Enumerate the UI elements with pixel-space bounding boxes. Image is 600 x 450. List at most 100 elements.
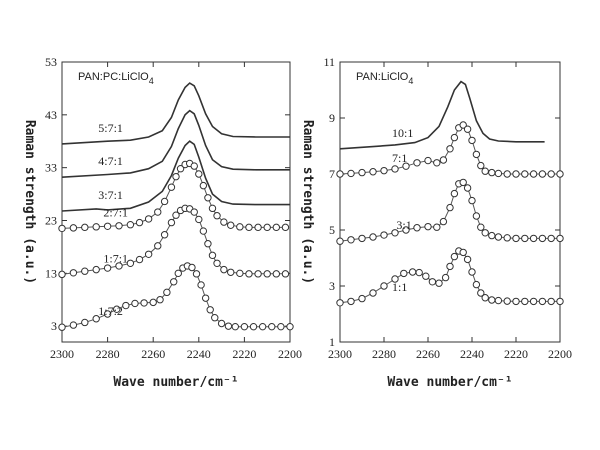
- data-point: [380, 231, 388, 239]
- data-point: [220, 218, 228, 226]
- x-tick-label: 2280: [96, 347, 120, 361]
- data-point: [521, 170, 529, 178]
- data-point: [240, 322, 249, 331]
- data-point: [190, 162, 198, 170]
- data-point: [512, 297, 520, 306]
- data-point: [402, 162, 410, 170]
- data-point: [227, 268, 235, 276]
- data-point: [503, 234, 511, 242]
- data-point: [92, 265, 100, 274]
- data-point: [488, 231, 496, 240]
- data-point: [529, 234, 538, 243]
- data-point: [503, 170, 511, 178]
- data-point: [481, 294, 489, 302]
- y-tick-label: 9: [329, 111, 335, 125]
- data-point: [547, 170, 555, 178]
- data-point: [433, 159, 441, 167]
- data-point: [441, 273, 450, 282]
- series-label: 1:1: [392, 280, 407, 294]
- data-point: [268, 322, 276, 331]
- data-point: [172, 172, 180, 181]
- data-point: [204, 194, 212, 202]
- data-point: [477, 223, 485, 231]
- data-point: [547, 297, 555, 306]
- data-point: [160, 197, 169, 206]
- x-tick-label: 2240: [187, 347, 211, 361]
- series-line: [61, 140, 290, 212]
- data-point: [433, 223, 441, 231]
- data-point: [538, 297, 547, 306]
- data-point: [135, 255, 144, 264]
- y-tick-label: 53: [45, 55, 57, 69]
- data-point: [347, 297, 355, 306]
- data-point: [245, 223, 253, 232]
- data-point: [450, 189, 459, 198]
- data-point: [380, 282, 388, 290]
- data-point: [126, 221, 135, 229]
- data-point: [336, 299, 344, 307]
- data-point: [263, 223, 271, 232]
- data-point: [277, 322, 285, 331]
- y-tick-label: 43: [45, 108, 57, 122]
- data-point: [481, 229, 489, 237]
- y-tick-label: 13: [45, 266, 57, 280]
- data-point: [69, 321, 78, 329]
- data-point: [450, 133, 459, 142]
- series-label: 7:1: [392, 151, 407, 165]
- data-point: [413, 159, 421, 167]
- data-point: [213, 259, 221, 267]
- data-point: [424, 156, 432, 165]
- data-point: [197, 281, 205, 289]
- data-point: [468, 136, 476, 145]
- y-axis-title: Raman strength (a.u.): [300, 120, 315, 284]
- x-axis-title: Wave number/cm⁻¹: [113, 375, 238, 390]
- data-point: [358, 168, 366, 177]
- series-label: 10:1: [392, 126, 413, 140]
- data-point: [459, 178, 467, 187]
- x-tick-label: 2300: [328, 347, 352, 361]
- data-point: [415, 268, 423, 277]
- data-point: [170, 278, 178, 286]
- data-point: [380, 166, 388, 175]
- y-tick-label: 5: [329, 223, 335, 237]
- y-tick-label: 3: [51, 319, 57, 333]
- data-point: [402, 226, 410, 234]
- data-point: [286, 322, 294, 331]
- x-tick-label: 2300: [50, 347, 74, 361]
- data-point: [231, 322, 239, 331]
- series-line: [339, 181, 560, 242]
- data-point: [167, 218, 176, 227]
- y-axis-title: Raman strength (a.u.): [22, 120, 37, 284]
- data-point: [481, 167, 489, 175]
- data-point: [439, 217, 448, 226]
- series-label: 5:7:1: [98, 121, 123, 135]
- series-label: 1:7:1: [103, 251, 128, 265]
- data-point: [459, 248, 467, 257]
- x-tick-label: 2200: [278, 347, 302, 361]
- series-line: [61, 109, 290, 178]
- data-point: [272, 270, 281, 278]
- data-point: [263, 270, 271, 278]
- data-point: [204, 240, 212, 248]
- series-line: [61, 82, 290, 145]
- data-point: [174, 269, 182, 278]
- data-point: [115, 222, 123, 230]
- data-point: [103, 310, 112, 318]
- data-point: [258, 322, 267, 331]
- data-point: [92, 315, 100, 323]
- x-tick-label: 2220: [504, 347, 528, 361]
- series-line: [339, 80, 545, 150]
- data-point: [468, 196, 476, 205]
- data-point: [347, 236, 355, 244]
- data-point: [472, 212, 481, 220]
- x-tick-label: 2260: [416, 347, 440, 361]
- data-point: [529, 297, 538, 306]
- data-point: [358, 294, 366, 303]
- data-point: [131, 299, 139, 308]
- x-tick-label: 2240: [460, 347, 484, 361]
- data-point: [424, 222, 432, 231]
- data-point: [556, 297, 564, 306]
- data-point: [69, 269, 78, 277]
- y-tick-label: 3: [329, 279, 335, 293]
- data-point: [176, 165, 185, 173]
